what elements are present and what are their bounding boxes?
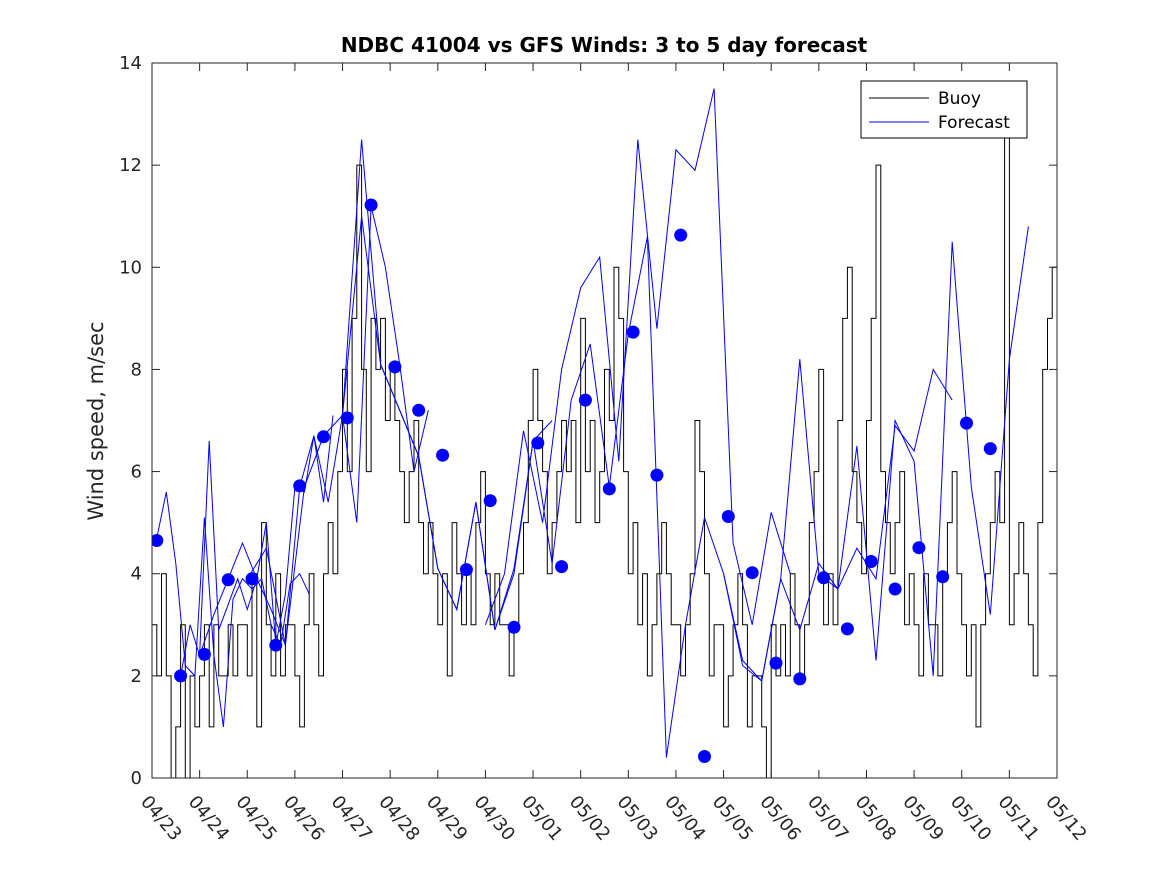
forecast-marker (626, 325, 640, 339)
y-tick-label: 0 (131, 768, 142, 789)
forecast-marker (483, 494, 497, 508)
forecast-marker (602, 482, 616, 496)
y-tick-label: 10 (119, 257, 142, 278)
forecast-marker (317, 430, 330, 444)
y-tick-label: 6 (131, 462, 142, 483)
forecast-marker (221, 573, 235, 587)
forecast-marker (197, 647, 211, 661)
forecast-marker (650, 468, 664, 482)
forecast-marker (698, 750, 711, 763)
y-tick-label: 2 (131, 666, 142, 687)
y-tick-label: 4 (131, 564, 142, 585)
y-tick-label: 12 (119, 155, 142, 176)
legend-buoy-label: Buoy (938, 89, 981, 109)
forecast-marker (960, 416, 973, 430)
legend-box (860, 80, 1028, 139)
forecast-run-line-4 (342, 139, 648, 631)
forecast-marker (936, 570, 950, 584)
y-axis-label: Wind speed, m/sec (84, 321, 108, 520)
y-tick-label: 8 (131, 359, 142, 380)
forecast-marker (769, 656, 783, 670)
chart-title: NDBC 41004 vs GFS Winds: 3 to 5 day fore… (341, 33, 868, 57)
plot-area (152, 88, 1057, 778)
forecast-marker (388, 360, 402, 374)
forecast-marker (888, 582, 902, 596)
forecast-marker (152, 534, 164, 547)
forecast-marker (459, 563, 473, 577)
forecast-marker (983, 442, 997, 456)
forecast-marker (721, 510, 735, 523)
forecast-marker (364, 198, 378, 212)
legend: Buoy Forecast (860, 80, 1028, 139)
forecast-marker (864, 555, 878, 568)
forecast-marker (340, 411, 354, 425)
forecast-run-line-2 (199, 205, 429, 656)
y-tick-label: 14 (119, 53, 142, 74)
legend-forecast-label: Forecast (938, 113, 1010, 133)
forecast-marker (578, 393, 592, 407)
forecast-run-line-7 (723, 226, 1029, 683)
forecast-marker (555, 560, 569, 574)
forecast-run-line-0 (156, 491, 310, 727)
forecast-marker (912, 541, 926, 555)
forecast-marker (817, 571, 831, 585)
forecast-marker (840, 622, 854, 636)
forecast-marker (793, 672, 807, 686)
forecast-run-line-5 (484, 88, 791, 625)
buoy-series-line (152, 113, 1057, 778)
forecast-marker (269, 638, 283, 652)
forecast-marker (293, 479, 307, 493)
forecast-marker (174, 669, 188, 683)
forecast-marker (674, 228, 688, 242)
forecast-marker (531, 436, 545, 450)
forecast-marker (412, 403, 426, 417)
forecast-marker (745, 566, 759, 580)
axes-box (151, 62, 1058, 779)
forecast-marker (507, 620, 521, 634)
forecast-marker (436, 448, 450, 462)
forecast-marker (245, 572, 259, 586)
